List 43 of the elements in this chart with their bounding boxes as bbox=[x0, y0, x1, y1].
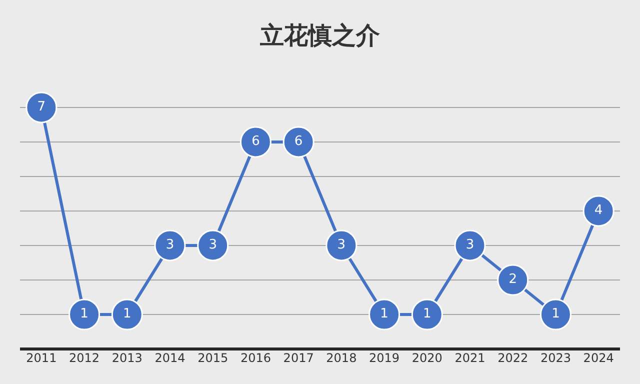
x-tick-label: 2018 bbox=[326, 351, 357, 365]
x-tick-label: 2013 bbox=[112, 351, 142, 365]
x-tick-label: 2011 bbox=[26, 351, 57, 365]
x-tick-label: 2012 bbox=[69, 351, 100, 365]
point bbox=[411, 298, 443, 330]
point bbox=[582, 195, 614, 227]
x-tick-label: 2014 bbox=[154, 351, 186, 365]
data-label: 1 bbox=[380, 306, 388, 322]
data-label: 7 bbox=[37, 100, 46, 115]
data-label: 1 bbox=[123, 306, 132, 322]
point bbox=[454, 230, 486, 262]
data-label: 3 bbox=[208, 238, 217, 253]
x-tick-label: 2023 bbox=[540, 351, 571, 365]
point bbox=[326, 230, 358, 262]
data-label: 3 bbox=[166, 238, 174, 253]
x-tick-label: 2022 bbox=[498, 351, 528, 365]
point bbox=[197, 230, 229, 262]
x-tick-label: 2020 bbox=[412, 351, 442, 365]
x-tick-label: 2016 bbox=[240, 351, 271, 365]
x-tick-label: 2015 bbox=[198, 351, 228, 365]
data-label: 6 bbox=[252, 134, 260, 150]
point bbox=[240, 126, 272, 158]
x-tick-label: 2019 bbox=[369, 351, 400, 365]
point bbox=[68, 298, 100, 330]
data-label: 1 bbox=[80, 306, 88, 322]
chart-title: 立花慎之介 bbox=[259, 22, 381, 50]
point bbox=[111, 298, 143, 330]
point bbox=[540, 298, 572, 330]
x-tick-label: 2021 bbox=[454, 351, 486, 365]
data-label: 1 bbox=[552, 306, 560, 322]
point bbox=[26, 92, 58, 124]
data-label: 3 bbox=[337, 238, 346, 253]
data-label: 3 bbox=[466, 238, 474, 253]
point bbox=[368, 298, 400, 330]
data-label: 2 bbox=[508, 272, 517, 288]
point bbox=[154, 230, 186, 262]
x-tick-label: 2017 bbox=[283, 351, 314, 365]
x-tick-label: 2024 bbox=[583, 351, 614, 365]
point bbox=[497, 264, 529, 296]
data-label: 4 bbox=[594, 203, 603, 218]
data-label: 1 bbox=[423, 306, 432, 322]
data-label: 6 bbox=[294, 134, 303, 150]
point bbox=[282, 126, 314, 158]
